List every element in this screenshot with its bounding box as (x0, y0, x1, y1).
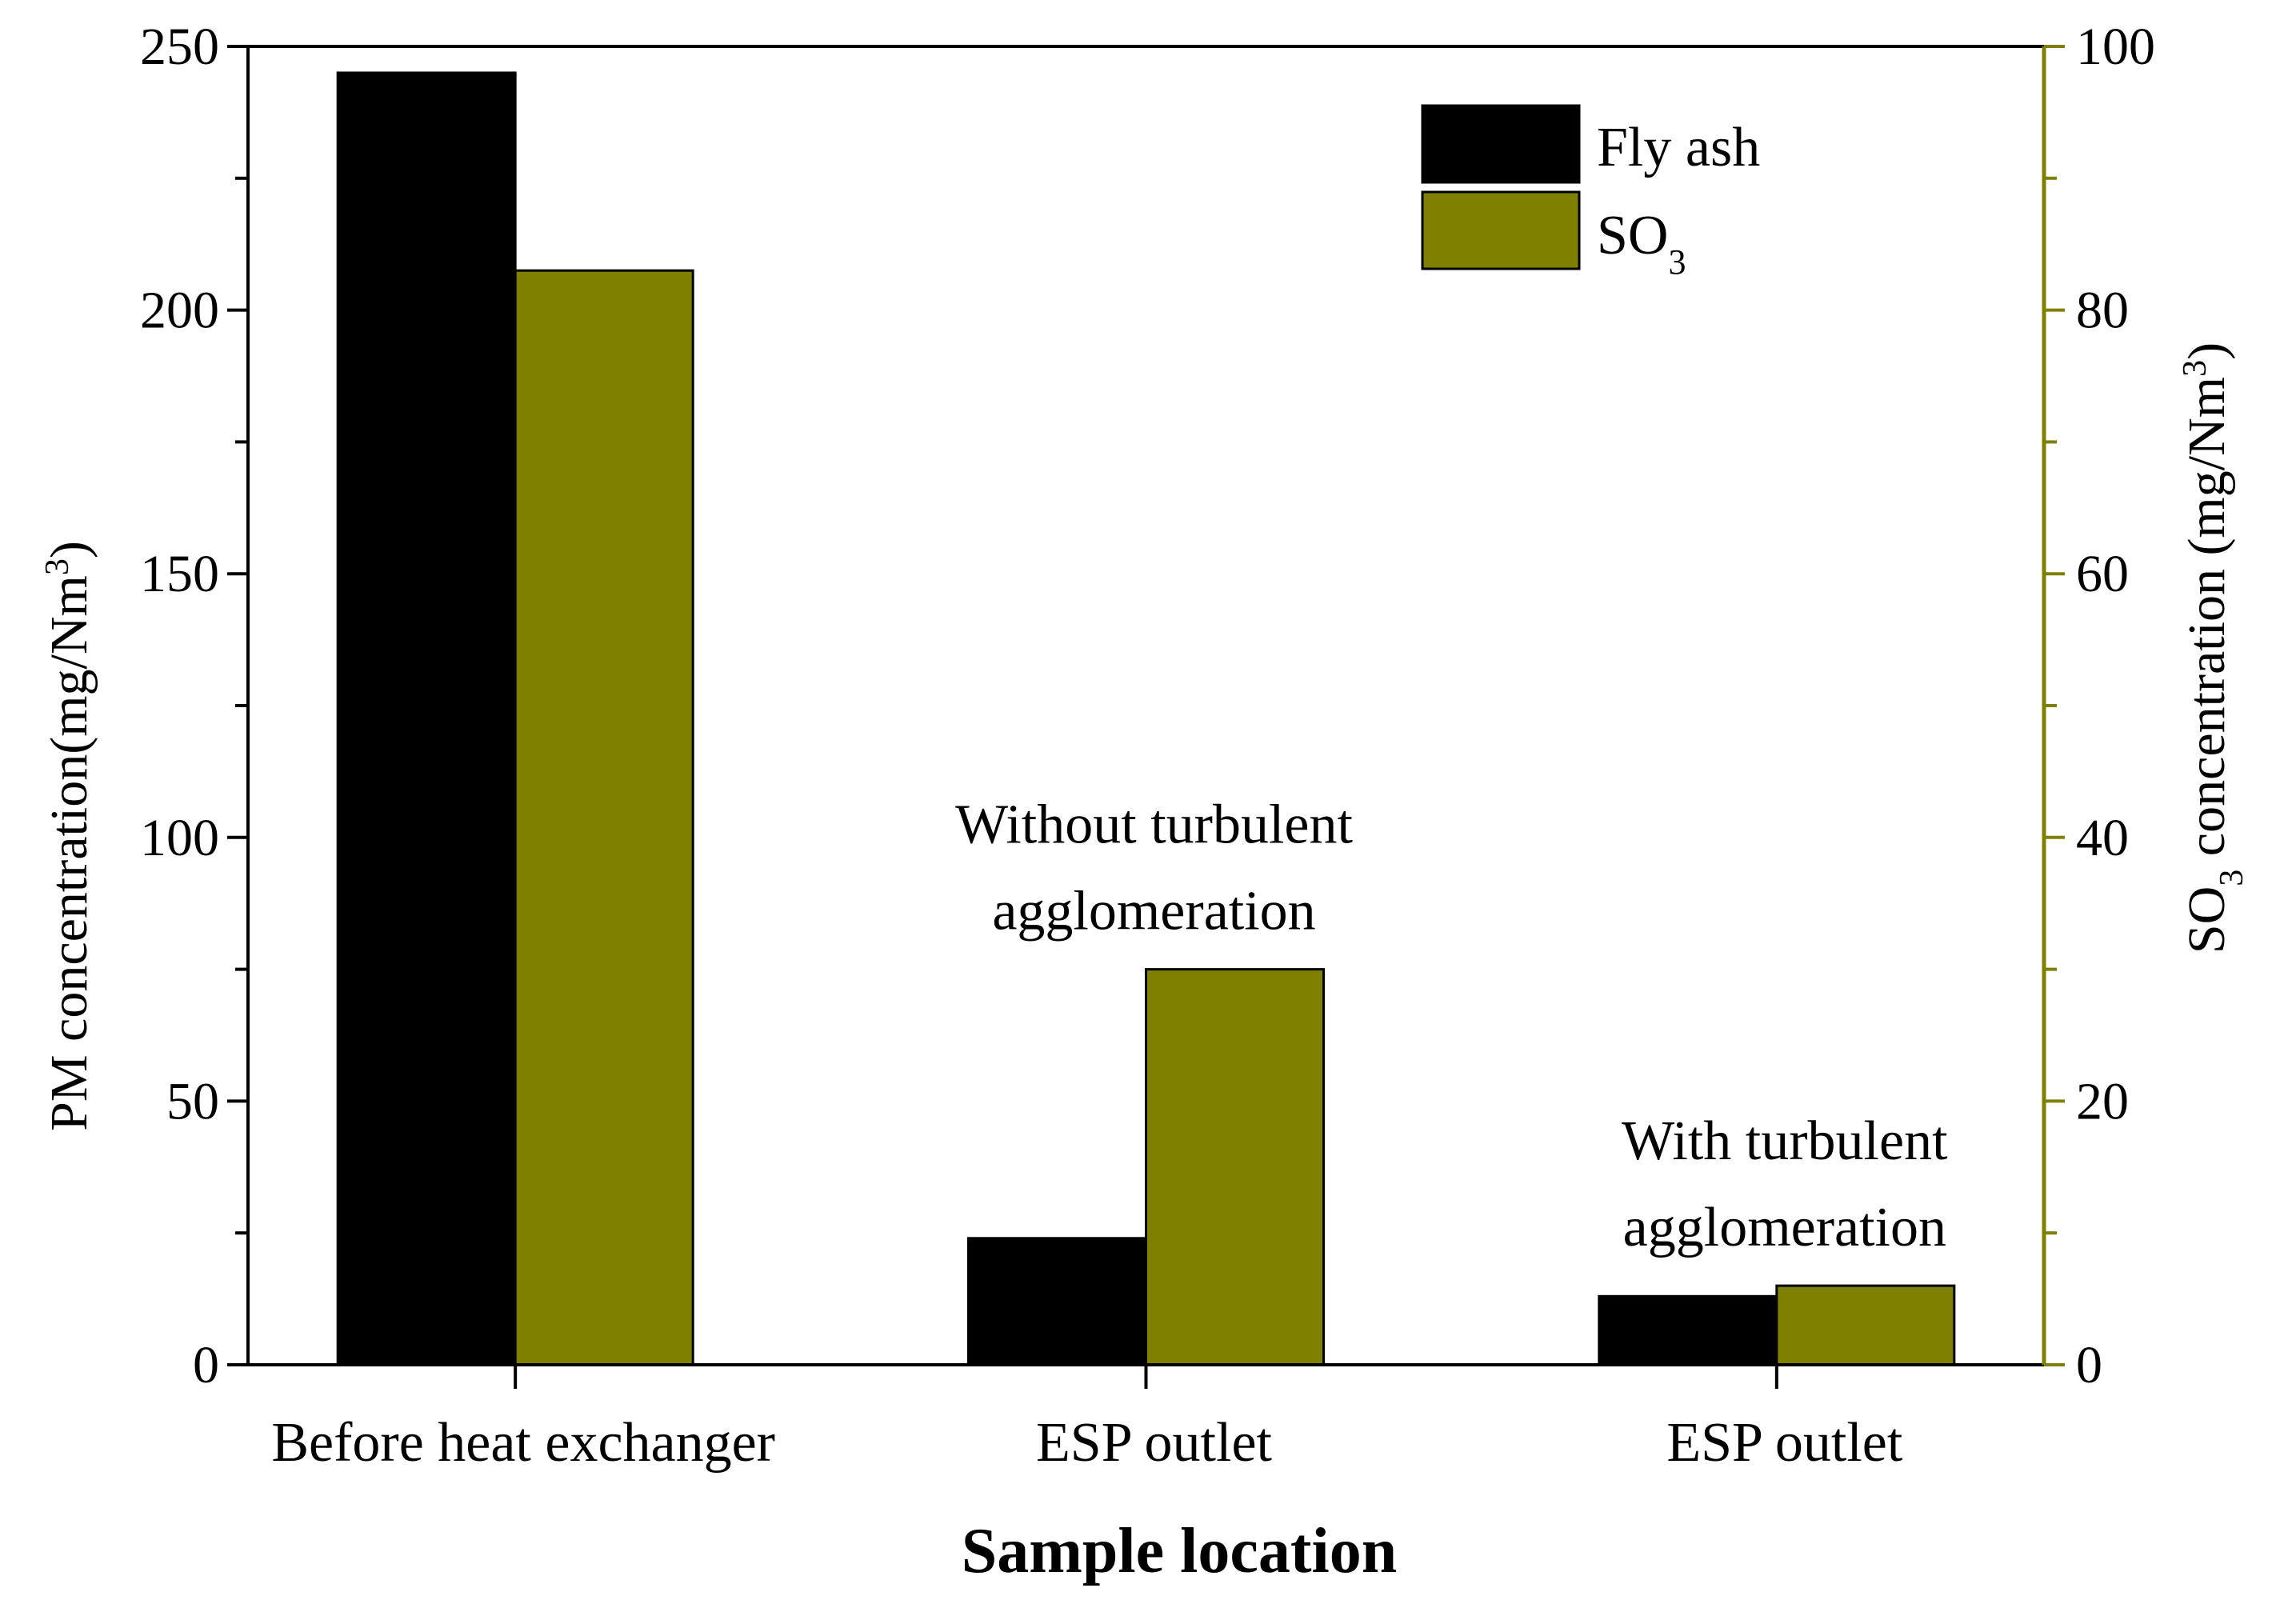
annotation-1-line-1: agglomeration (1623, 1197, 1946, 1258)
x-axis-title: Sample location (962, 1516, 1397, 1586)
annotation-0-line-1: agglomeration (992, 881, 1315, 942)
y-axis-right-title-mid: concentration (mg/Nm (2178, 377, 2236, 870)
bar-fly-ash-0 (336, 71, 517, 1366)
y-axis-left-title-close: ) (40, 541, 98, 558)
y-axis-right-title-sup: 3 (2177, 360, 2214, 377)
bars (336, 71, 1956, 1366)
y-right-tick-label: 20 (2076, 1072, 2129, 1130)
y-axis-right-title-close: ) (2178, 342, 2236, 360)
y-axis-right-title: SO3 concentration (mg/Nm3) (2177, 342, 2250, 954)
y-right-tick-label: 0 (2076, 1336, 2102, 1394)
axes (227, 45, 2065, 1389)
annotation-1-line-0: With turbulent (1622, 1110, 1948, 1172)
y-right-tick-label: 40 (2076, 809, 2129, 867)
y-axis-left-title-text: PM concentration(mg/Nm (40, 575, 98, 1131)
y-left-tick-label: 0 (193, 1336, 219, 1394)
bar-so3-1 (1145, 968, 1325, 1366)
bar-fly-ash-1 (967, 1237, 1147, 1366)
legend-label-so3-text: SO (1597, 205, 1668, 266)
y-left-tick-label: 100 (140, 809, 219, 867)
legend-label-fly-ash: Fly ash (1597, 117, 1760, 178)
bar-fly-ash-2 (1598, 1294, 1778, 1366)
x-tick-label: ESP outlet (1036, 1412, 1272, 1474)
legend-swatch-so3 (1421, 190, 1581, 270)
y-right-tick-label: 60 (2076, 545, 2129, 603)
y-left-tick-label: 50 (166, 1072, 219, 1130)
y-axis-right-title-sub: 3 (2214, 870, 2250, 886)
y-axis-left-title: PM concentration(mg/Nm3) (39, 541, 98, 1131)
legend-swatch-fly-ash (1421, 104, 1581, 184)
legend-label-so3: SO3 (1597, 205, 1686, 282)
legend-label-so3-sub: 3 (1668, 242, 1686, 282)
legend: Fly ash SO3 (1421, 104, 1760, 282)
annotation-0-line-0: Without turbulent (955, 794, 1353, 856)
y-left-tick-label: 250 (140, 18, 219, 76)
labels: 0 50 100 150 200 250 0 20 40 60 80 100 Before heat e… (140, 18, 2155, 1474)
y-axis-left-title-sup: 3 (39, 558, 76, 575)
y-right-tick-label: 100 (2076, 18, 2155, 76)
y-left-tick-label: 200 (140, 282, 219, 340)
x-tick-label: ESP outlet (1666, 1412, 1902, 1474)
y-axis-right-title-pre: SO (2178, 886, 2236, 954)
bar-so3-2 (1775, 1284, 1956, 1366)
x-tick-label: Before heat exchanger (271, 1412, 775, 1474)
y-left-tick-label: 150 (140, 545, 219, 603)
bar-so3-0 (514, 269, 694, 1366)
y-right-tick-label: 80 (2076, 282, 2129, 340)
